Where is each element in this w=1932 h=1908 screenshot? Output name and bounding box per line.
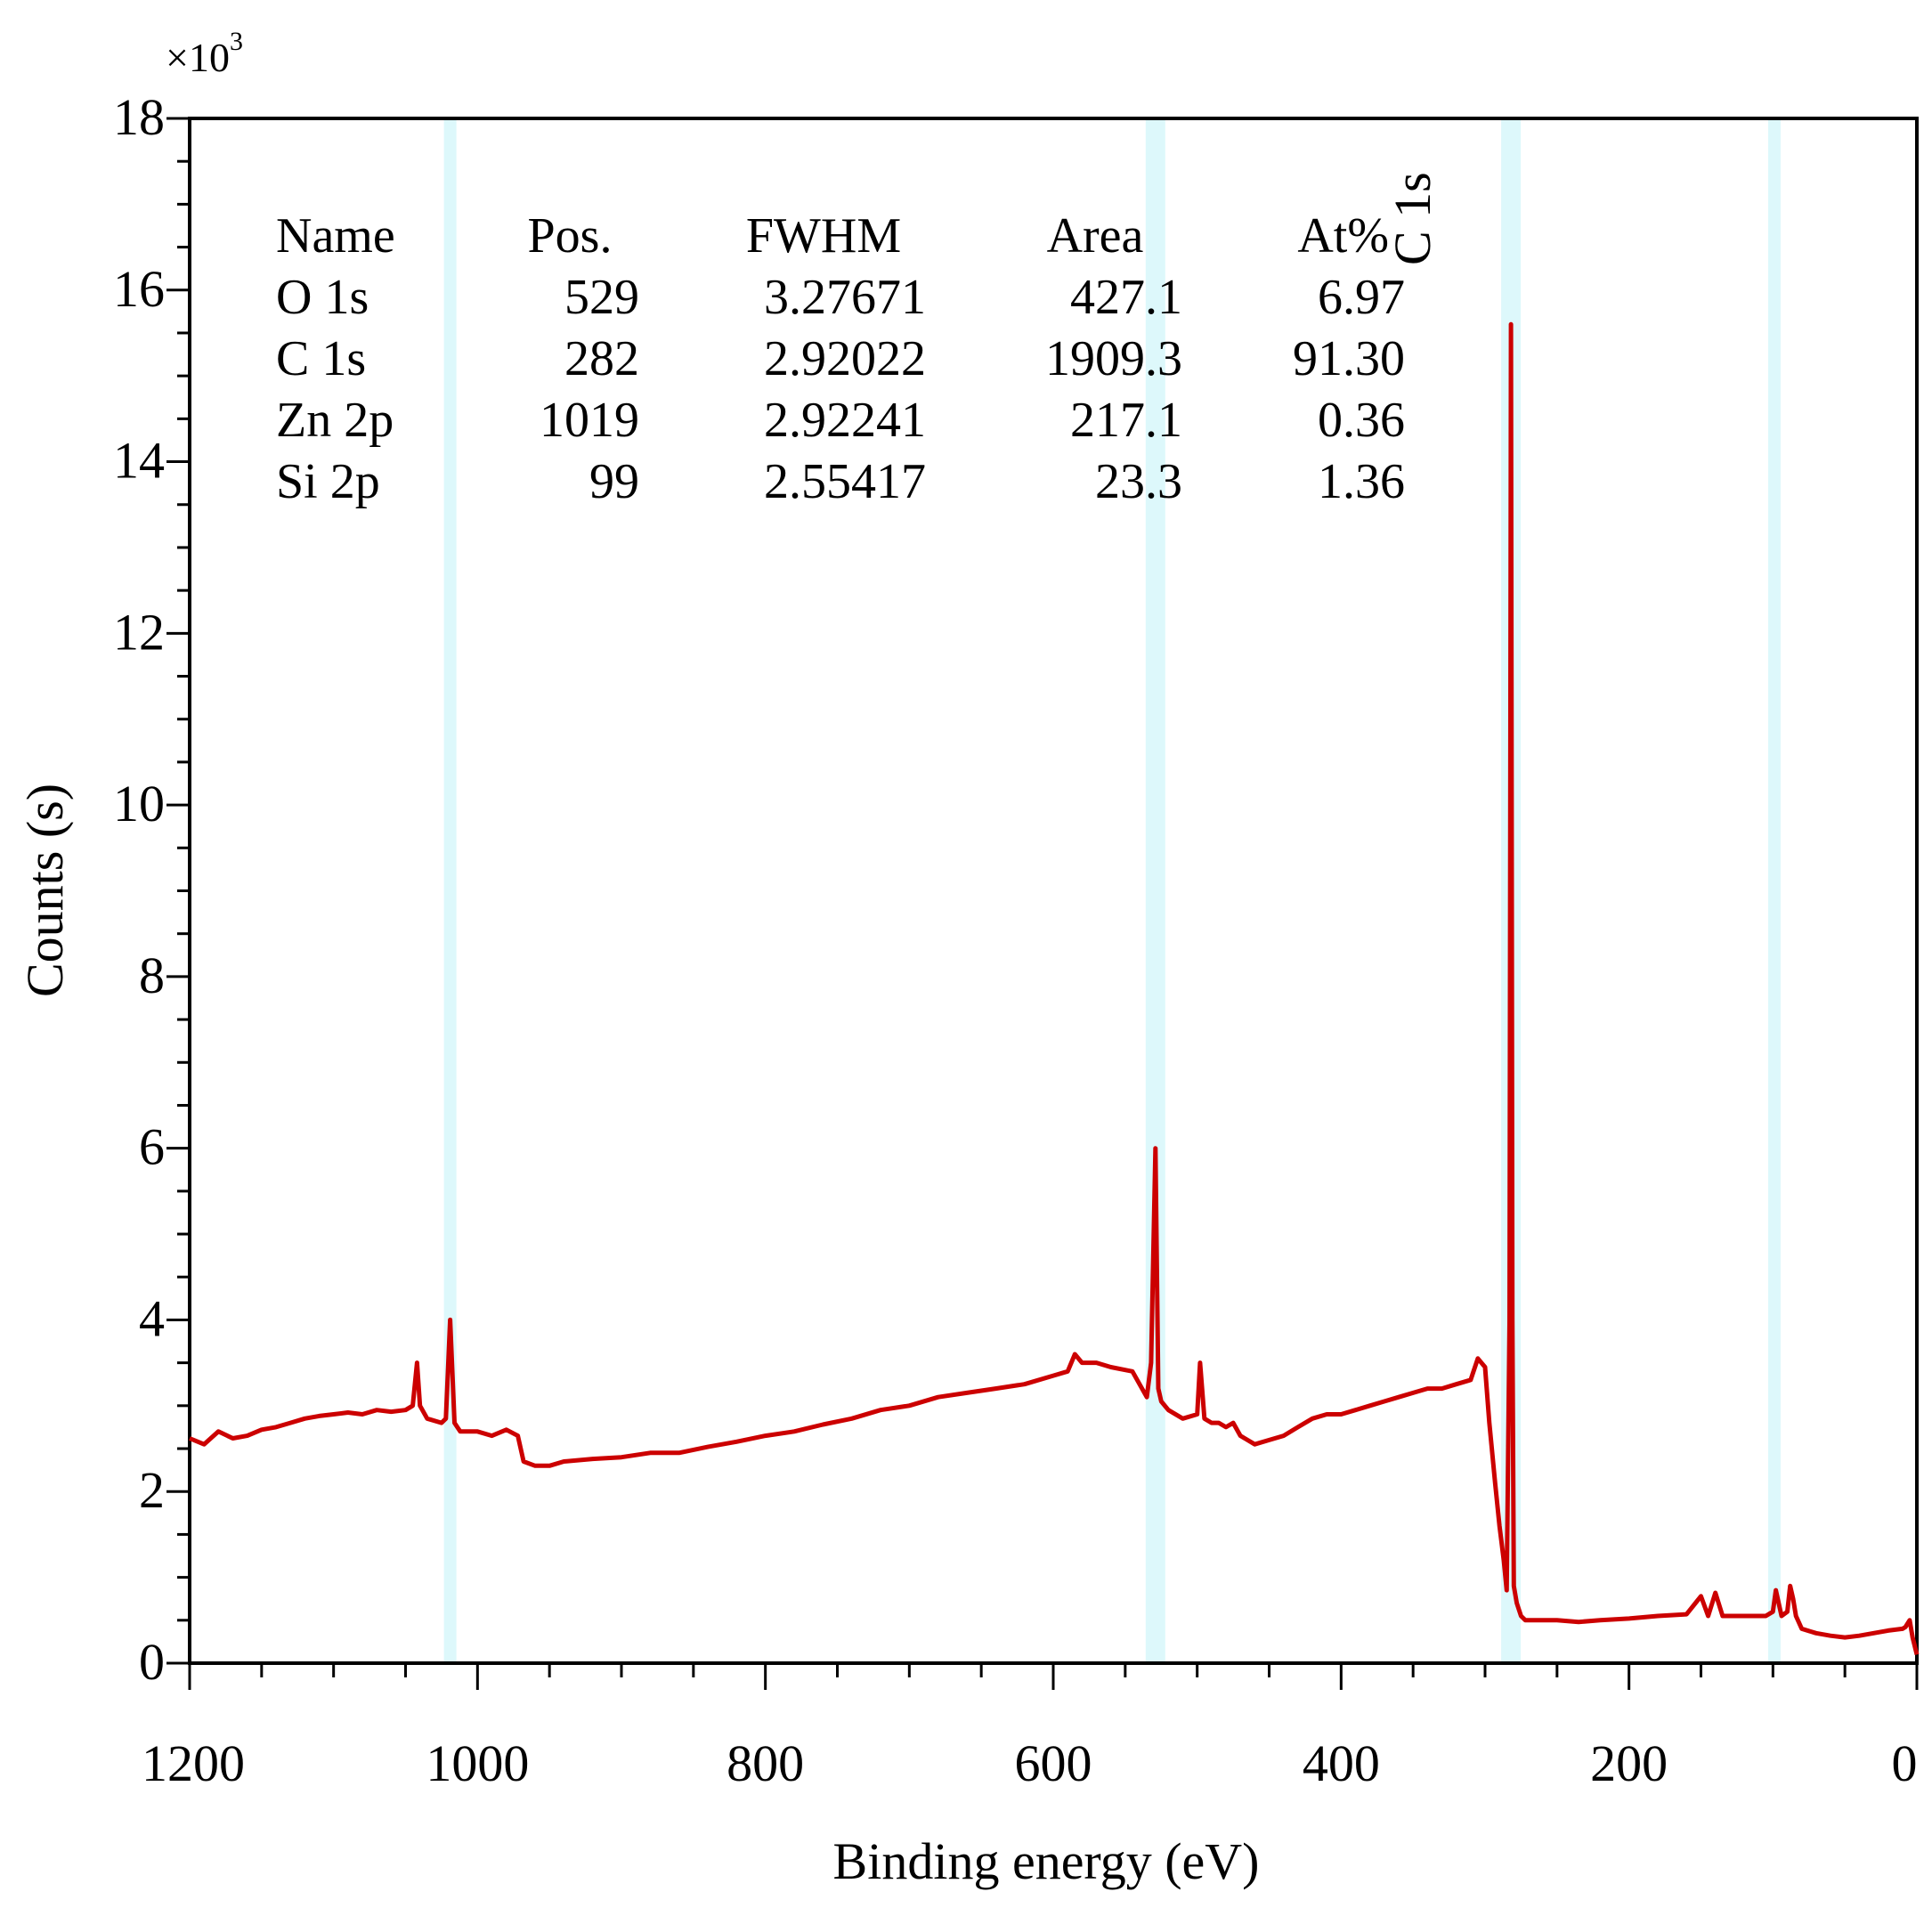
- table-header-cell: Name: [276, 208, 395, 264]
- table-cell: 427.1: [1070, 270, 1182, 325]
- peak-bands: [443, 118, 1781, 1663]
- y-multiplier: ×103: [166, 27, 243, 80]
- x-tick-label: 600: [1015, 1734, 1092, 1792]
- table-cell: 1.36: [1318, 454, 1405, 509]
- table-header-cell: Pos.: [528, 208, 613, 264]
- table-cell: 23.3: [1095, 454, 1182, 509]
- y-axis-ticks: [166, 117, 190, 1665]
- table-cell: 2.55417: [764, 454, 926, 509]
- x-tick-label: 0: [1892, 1734, 1918, 1792]
- y-tick-label: 14: [113, 432, 165, 490]
- peak-band-1019: [443, 118, 457, 1663]
- y-axis-tick-labels: 0 2 4 6 8 10 12 14 16 18: [113, 88, 165, 1691]
- series-line-xps-survey: [189, 321, 1920, 1656]
- table-cell: 91.30: [1293, 331, 1405, 386]
- table-cell: 1019: [540, 393, 639, 448]
- y-tick-label: 16: [113, 260, 165, 318]
- table-cell: 529: [564, 270, 639, 325]
- table-cell: 2.92241: [764, 393, 926, 448]
- y-axis-title: Counts (s): [16, 783, 74, 997]
- table-cell: Zn 2p: [276, 393, 394, 448]
- peak-summary-table: Name Pos. FWHM Area At% O 1s 529 3.27671 427.1 6.…: [276, 208, 1405, 509]
- x-tick-label: 1200: [142, 1734, 245, 1792]
- y-tick-label: 12: [113, 603, 165, 661]
- table-cell: 0.36: [1318, 393, 1405, 448]
- table-cell: 3.27671: [764, 270, 926, 325]
- y-tick-label: 2: [139, 1461, 165, 1519]
- table-cell: 2.92022: [764, 331, 926, 386]
- y-tick-label: 0: [139, 1633, 165, 1691]
- x-tick-label: 1000: [426, 1734, 529, 1792]
- peak-band-529: [1145, 118, 1165, 1663]
- y-tick-label: 4: [139, 1289, 165, 1347]
- table-cell: 6.97: [1318, 270, 1405, 325]
- table-cell: 1909.3: [1045, 331, 1182, 386]
- x-tick-label: 200: [1590, 1734, 1668, 1792]
- table-cell: Si 2p: [276, 454, 380, 509]
- x-axis-ticks: [188, 1663, 1919, 1690]
- x-tick-label: 400: [1303, 1734, 1380, 1792]
- y-tick-label: 18: [113, 88, 165, 146]
- peak-band-99: [1767, 118, 1781, 1663]
- table-cell: C 1s: [276, 331, 366, 386]
- table-header-cell: At%: [1297, 208, 1389, 264]
- y-tick-label: 8: [139, 946, 165, 1004]
- y-tick-label: 10: [113, 775, 165, 832]
- table-cell: 99: [589, 454, 639, 509]
- x-axis-tick-labels: 1200 1000 800 600 400 200 0: [142, 1734, 1918, 1792]
- y-tick-label: 6: [139, 1118, 165, 1176]
- table-header-cell: FWHM: [746, 208, 901, 264]
- table-cell: 282: [564, 331, 639, 386]
- x-axis-title: Binding energy (eV): [833, 1832, 1260, 1890]
- table-cell: 217.1: [1070, 393, 1182, 448]
- table-header-cell: Area: [1047, 208, 1144, 264]
- peak-annotation-c1s: C 1s: [1384, 172, 1441, 265]
- x-tick-label: 800: [727, 1734, 804, 1792]
- table-cell: O 1s: [276, 270, 369, 325]
